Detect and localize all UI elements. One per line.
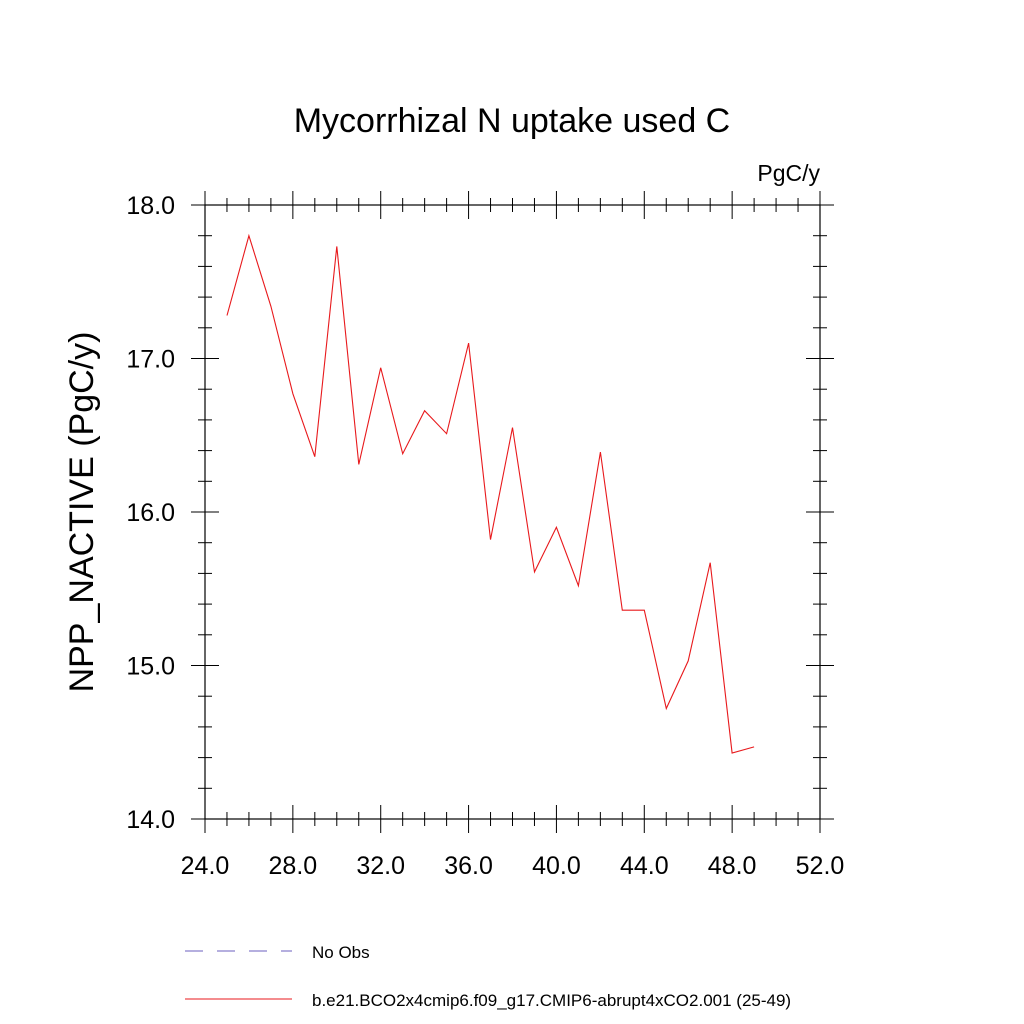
tick-labels: 24.0 28.0 32.0 36.0 40.0 44.0 48.0 52.0 14.0 15.0… — [126, 192, 844, 880]
chart-title: Mycorrhizal N uptake used C — [294, 102, 731, 140]
x-tick-label: 36.0 — [444, 852, 493, 880]
legend-label: No Obs — [312, 943, 370, 962]
y-tick-label: 18.0 — [126, 192, 175, 220]
series-line — [226, 233, 755, 754]
units-label: PgC/y — [757, 160, 820, 186]
plot-frame — [204, 204, 821, 820]
x-tick-label: 24.0 — [181, 852, 230, 880]
y-tick-label: 14.0 — [126, 806, 175, 834]
y-tick-label: 16.0 — [126, 499, 175, 527]
series-layer — [226, 233, 755, 754]
x-tick-label: 52.0 — [796, 852, 845, 880]
y-tick-label: 15.0 — [126, 653, 175, 681]
y-axis-label: NPP_NACTIVE (PgC/y) — [63, 332, 101, 693]
y-tick-label: 17.0 — [126, 346, 175, 374]
legend-label: b.e21.BCO2x4cmip6.f09_g17.CMIP6-abrupt4x… — [312, 991, 791, 1010]
x-tick-label: 44.0 — [620, 852, 669, 880]
legend: No Obs b.e21.BCO2x4cmip6.f09_g17.CMIP6-ab… — [185, 943, 791, 1010]
x-tick-label: 32.0 — [356, 852, 405, 880]
x-tick-label: 48.0 — [708, 852, 757, 880]
axis-ticks — [191, 191, 834, 833]
x-tick-label: 40.0 — [532, 852, 581, 880]
x-tick-label: 28.0 — [269, 852, 318, 880]
